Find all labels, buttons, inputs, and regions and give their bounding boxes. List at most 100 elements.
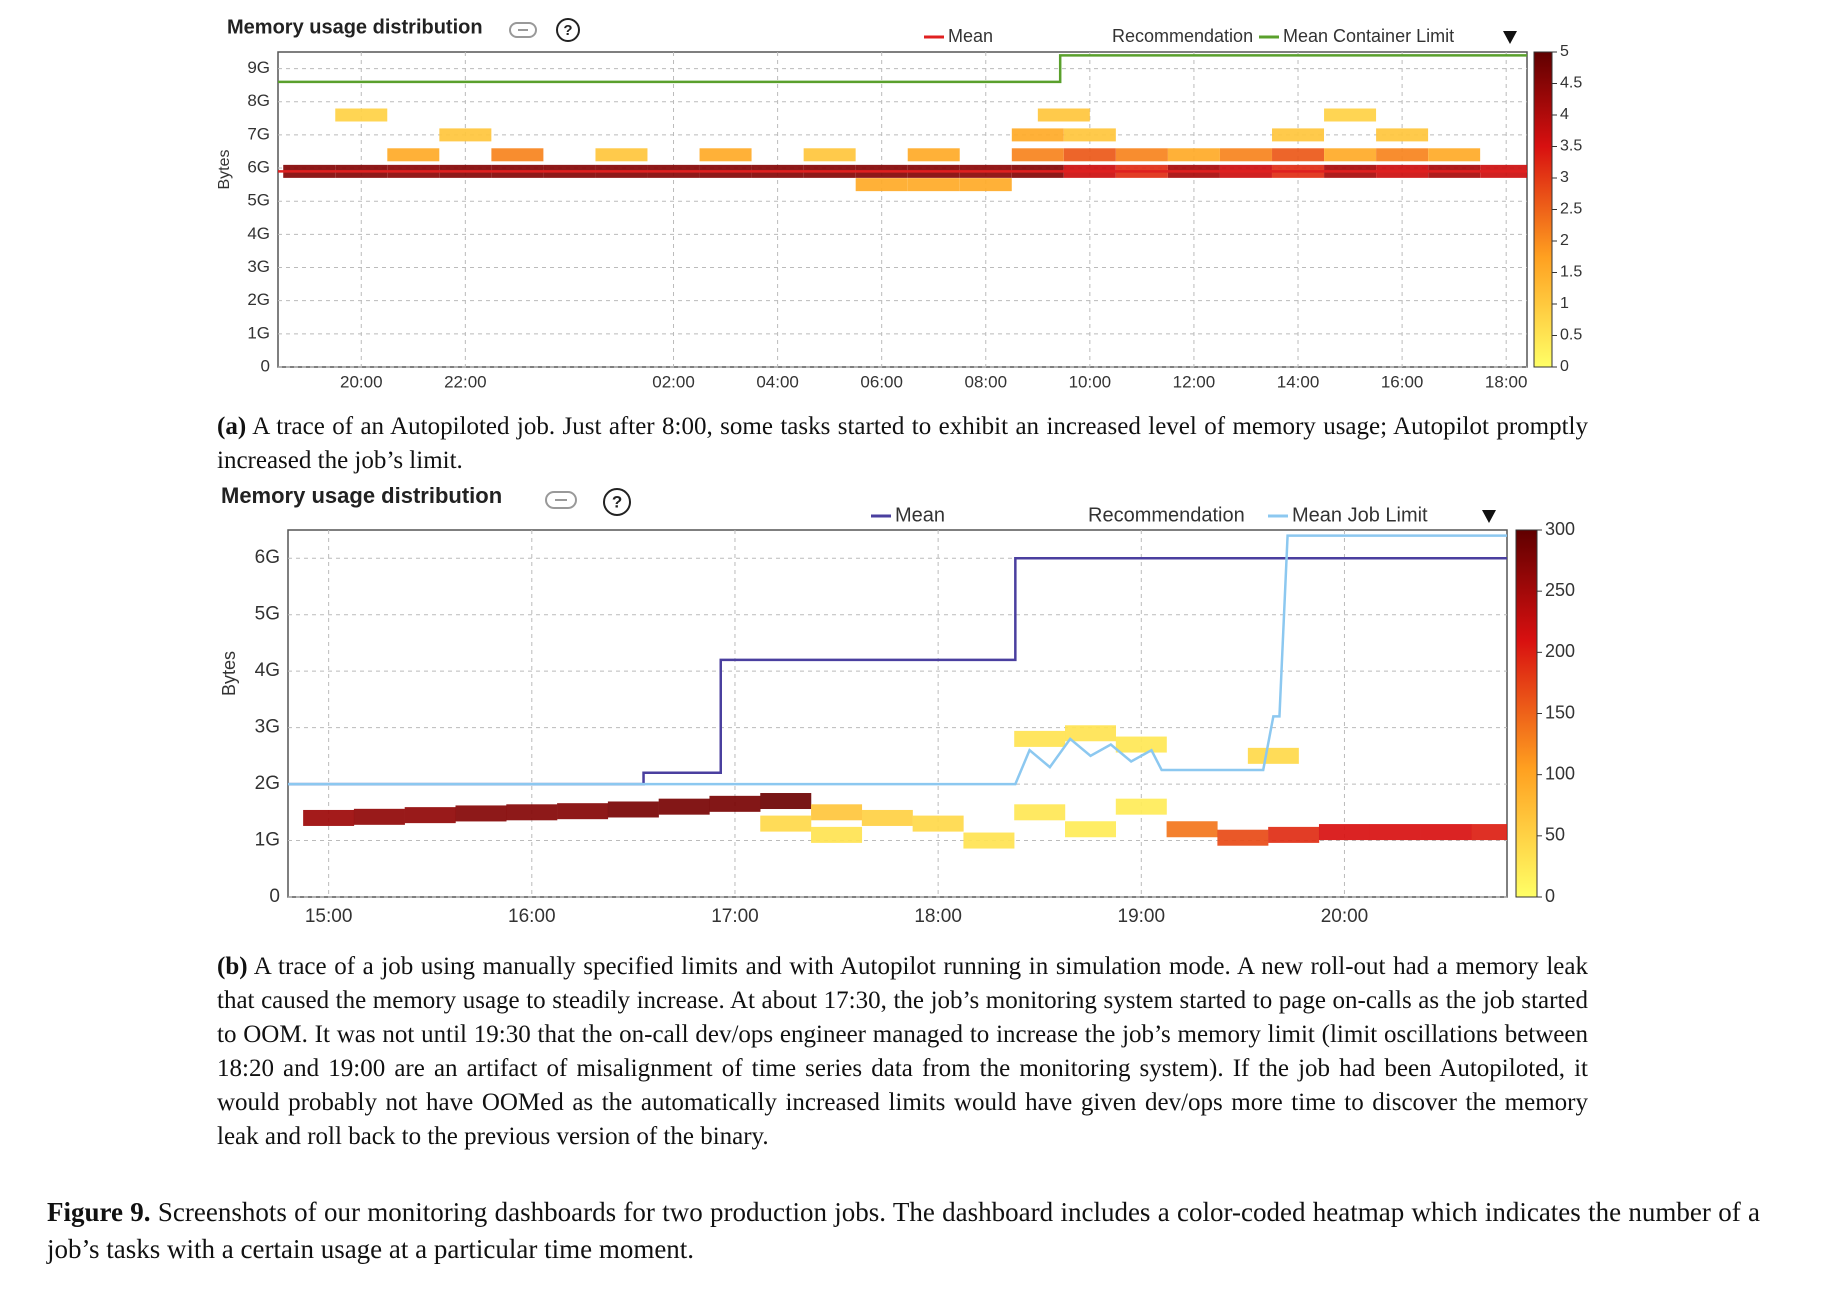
heatmap-cell <box>1037 108 1090 122</box>
colorbar-label: 200 <box>1545 641 1575 661</box>
colorbar-label: 0 <box>1560 358 1569 375</box>
colorbar-label: 3 <box>1560 169 1569 186</box>
heatmap-cell <box>1115 736 1167 753</box>
svg-text:?: ? <box>612 492 622 511</box>
y-tick-label: 3G <box>247 257 270 276</box>
x-tick-label: 10:00 <box>1069 372 1112 391</box>
heatmap-cell <box>811 804 863 821</box>
help-icon[interactable]: ? <box>603 488 631 516</box>
colorbar-label: 300 <box>1545 519 1575 539</box>
series-line <box>288 556 1507 786</box>
heatmap-cell <box>439 128 492 142</box>
heatmap-cell <box>959 178 1012 192</box>
colorbar-label: 250 <box>1545 580 1575 600</box>
x-tick-label: 16:00 <box>1381 372 1424 391</box>
caption-text: A trace of a job using manually specifie… <box>217 953 1588 1150</box>
heatmap-cell <box>1115 798 1167 815</box>
colorbar-label: 4.5 <box>1560 75 1582 92</box>
heatmap-cell <box>855 178 908 192</box>
heatmap-cell <box>303 809 355 826</box>
heatmap-cell <box>506 804 558 821</box>
heatmap-cell <box>1272 148 1325 162</box>
colorbar <box>1515 529 1538 898</box>
chart-title: Memory usage distribution <box>227 16 483 38</box>
heatmap-cell <box>963 832 1015 849</box>
x-tick-label: 15:00 <box>305 906 353 927</box>
heatmap-cell <box>1318 824 1370 841</box>
heatmap-cell <box>1011 148 1064 162</box>
heatmap-cell <box>709 795 761 812</box>
heatmap-cell <box>387 148 440 162</box>
heatmap-cell <box>1115 148 1168 162</box>
heatmap-cell <box>811 826 863 843</box>
y-tick-label: 5G <box>247 191 270 210</box>
heatmap-cell <box>1166 821 1218 838</box>
help-icon[interactable]: ? <box>556 18 580 42</box>
colorbar-label: 3.5 <box>1560 138 1582 155</box>
heatmap-cell <box>607 801 659 818</box>
heatmap-cell <box>912 815 964 832</box>
heatmap-cell <box>1324 108 1377 122</box>
legend-menu[interactable] <box>1503 31 1517 44</box>
heatmap-cell <box>1014 730 1066 747</box>
y-tick-label: 2G <box>247 290 270 309</box>
heatmap-cell <box>1324 148 1377 162</box>
colorbar-label: 0.5 <box>1560 327 1582 344</box>
heatmap-cell <box>1219 148 1272 162</box>
legend-label: Recommendation <box>1088 504 1245 526</box>
heatmap-cell <box>404 807 456 824</box>
heatmap-cell <box>1376 148 1429 162</box>
heatmap-cell <box>1011 128 1064 142</box>
legend-label: Mean <box>948 26 993 46</box>
y-tick-label: 4G <box>247 224 270 243</box>
y-tick-label: 2G <box>255 773 280 794</box>
x-tick-label: 19:00 <box>1118 906 1166 927</box>
colorbar-label: 50 <box>1545 825 1565 845</box>
x-tick-label: 22:00 <box>444 372 487 391</box>
heatmap-cell <box>1376 128 1429 142</box>
y-tick-label: 0 <box>261 356 270 375</box>
x-tick-label: 17:00 <box>711 906 759 927</box>
y-tick-label: 4G <box>255 660 280 681</box>
series-line <box>278 54 1527 84</box>
link-icon[interactable] <box>509 22 537 38</box>
heatmap-cell <box>907 148 960 162</box>
x-tick-label: 06:00 <box>860 372 903 391</box>
x-tick-label: 20:00 <box>340 372 383 391</box>
heatmap-cell <box>455 805 507 822</box>
y-tick-label: 5G <box>255 604 280 625</box>
caption-text: A trace of an Autopiloted job. Just afte… <box>217 413 1588 474</box>
legend-menu[interactable] <box>1482 510 1496 523</box>
y-axis-title: Bytes <box>219 651 239 696</box>
legend-label: Mean <box>895 504 945 526</box>
x-tick-label: 04:00 <box>756 372 799 391</box>
heatmap-cell <box>1247 747 1299 764</box>
x-tick-label: 02:00 <box>652 372 695 391</box>
heatmap-cell <box>1014 804 1066 821</box>
heatmap-cell <box>1217 829 1269 846</box>
colorbar-label: 1 <box>1560 295 1569 312</box>
plot-area <box>287 529 1508 898</box>
heatmap-cell <box>1369 824 1421 841</box>
y-tick-label: 1G <box>255 830 280 851</box>
y-tick-label: 7G <box>247 124 270 143</box>
heatmap-cell <box>907 178 960 192</box>
heatmap-cell <box>1065 725 1117 742</box>
colorbar-label: 150 <box>1545 702 1575 722</box>
series-line <box>288 534 1507 786</box>
heatmap-cell <box>353 808 405 825</box>
x-tick-label: 16:00 <box>508 906 556 927</box>
chart-title: Memory usage distribution <box>221 483 502 508</box>
heatmap-cell <box>1272 128 1325 142</box>
legend-label: Mean Container Limit <box>1283 26 1454 46</box>
heatmap-cell <box>861 809 913 826</box>
heatmap-cell <box>760 815 812 832</box>
link-icon[interactable] <box>545 491 577 509</box>
y-axis-title: Bytes <box>216 149 233 189</box>
colorbar-label: 4 <box>1560 106 1569 123</box>
colorbar <box>1533 51 1553 368</box>
y-tick-label: 8G <box>247 91 270 110</box>
caption-a: (a) A trace of an Autopiloted job. Just … <box>217 410 1588 478</box>
